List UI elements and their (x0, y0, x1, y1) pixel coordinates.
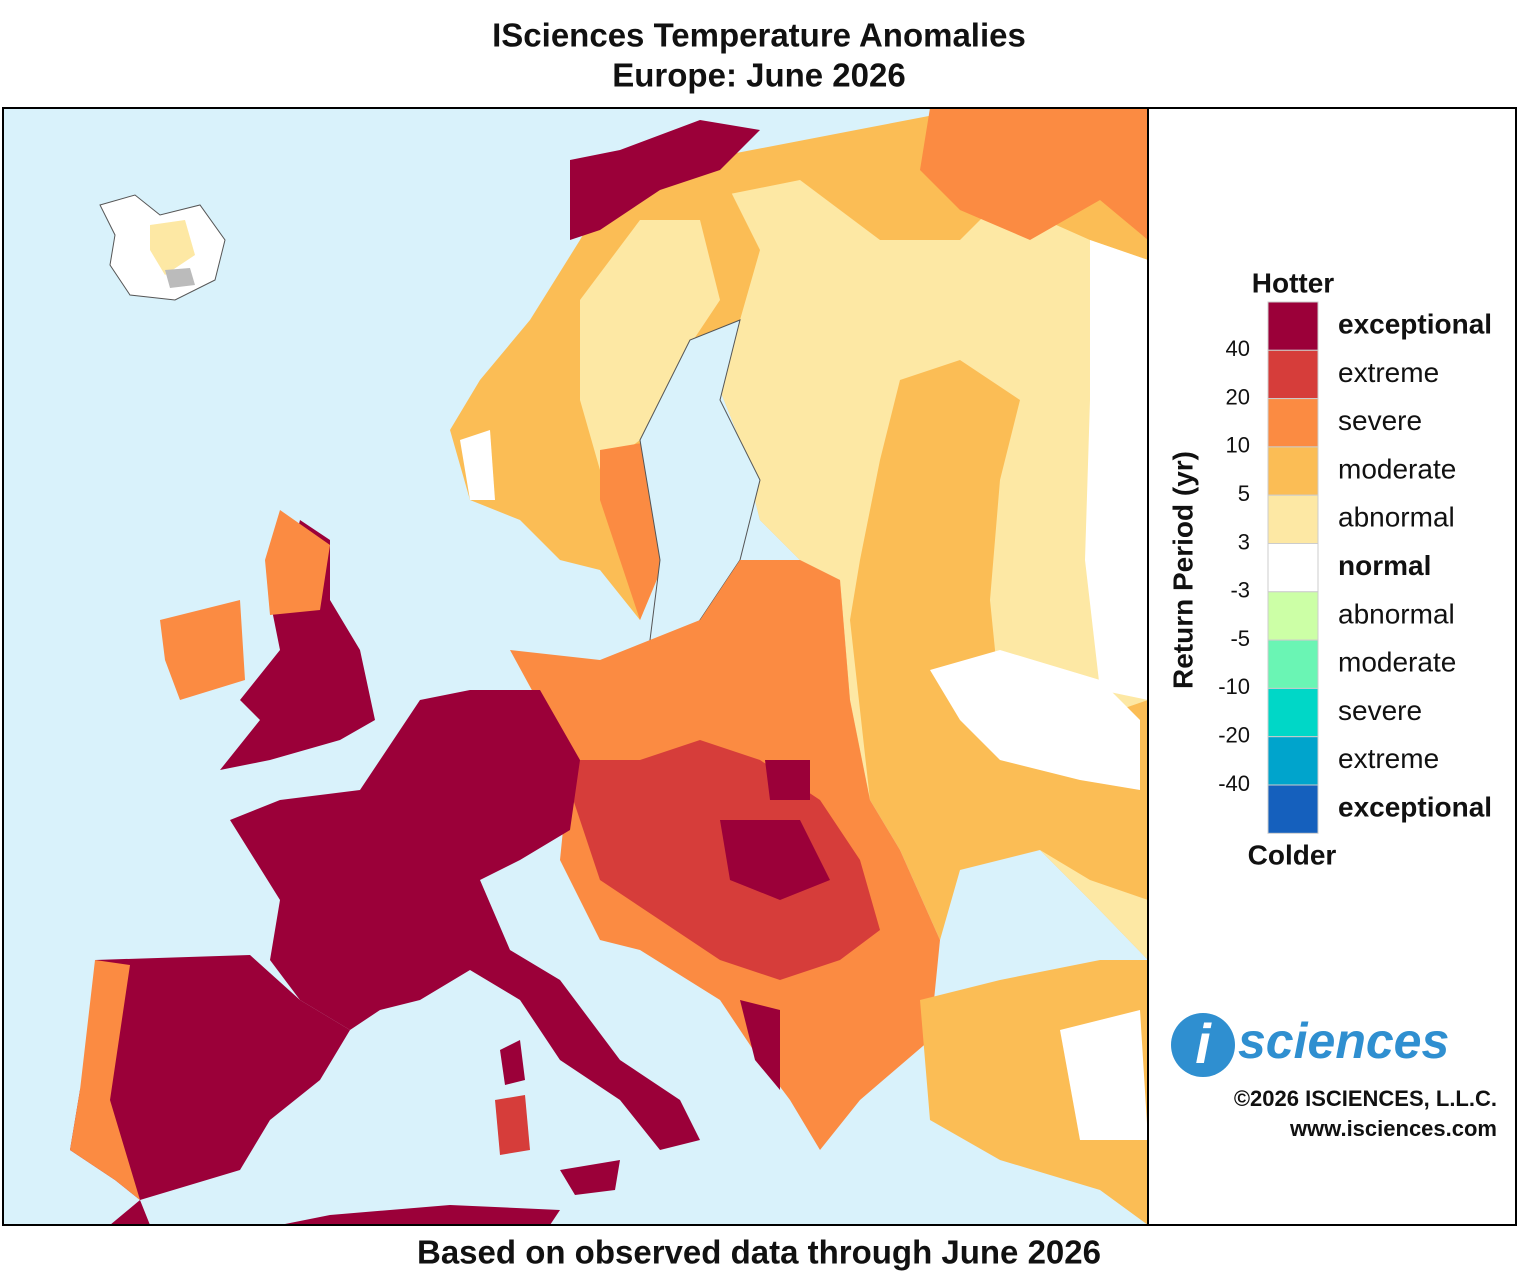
legend-label: moderate (1338, 453, 1456, 484)
exceptional-zone (740, 1000, 780, 1090)
legend-swatch (1267, 687, 1319, 738)
exceptional-zone (720, 820, 830, 900)
legend-swatch (1267, 494, 1319, 545)
legend-label: severe (1338, 405, 1422, 436)
severe-zone (265, 510, 330, 615)
legend-swatch (1267, 398, 1319, 448)
great-britain (220, 520, 375, 770)
legend-swatch (1267, 736, 1319, 786)
legend-tick: 3 (1238, 529, 1250, 554)
footer: Based on observed data through June 2026 (417, 1234, 1101, 1271)
legend-tick: 20 (1226, 384, 1250, 409)
iceland-anomaly (150, 220, 195, 275)
legend-title: Return Period (yr) (1167, 451, 1198, 689)
legend-top-label: Hotter (1252, 267, 1335, 298)
legend-tick: -5 (1230, 626, 1250, 651)
legend-swatch (1267, 591, 1319, 641)
exceptional-zone (570, 120, 760, 240)
copyright: ©2026 ISCIENCES, L.L.C. (1234, 1086, 1497, 1111)
normal-zone (1085, 240, 1148, 700)
legend-label: severe (1338, 695, 1422, 726)
legend-swatch (1267, 446, 1319, 496)
legend: Hotter Colder Return Period (yr) excepti… (1167, 267, 1492, 870)
normal-zone (930, 650, 1140, 790)
abnormal-zone (580, 220, 720, 470)
legend-tick: -3 (1230, 578, 1250, 603)
legend-swatch (1267, 784, 1319, 834)
sicily (560, 1160, 620, 1195)
north-africa (110, 1200, 150, 1225)
iberia (70, 955, 350, 1200)
legend-label: exceptional (1338, 309, 1492, 340)
legend-swatch (1267, 301, 1319, 351)
normal-zone (1060, 1010, 1148, 1140)
legend-swatch (1267, 543, 1319, 593)
legend-tick: -10 (1218, 674, 1250, 699)
western-europe (230, 690, 700, 1150)
legend-tick: -40 (1218, 771, 1250, 796)
ireland (160, 600, 245, 700)
subtitle: Europe: June 2026 (612, 57, 905, 94)
legend-label: extreme (1338, 743, 1439, 774)
legend-label: normal (1338, 550, 1431, 581)
map (2, 107, 1149, 1226)
corsica (500, 1040, 525, 1085)
url: www.isciences.com (1289, 1116, 1497, 1141)
legend-frame (1147, 107, 1517, 1226)
legend-tick: -20 (1218, 723, 1250, 748)
legend-swatch (1267, 349, 1319, 400)
logo-letter: i (1195, 1012, 1212, 1075)
sardinia (495, 1095, 530, 1155)
severe-zone (920, 108, 1148, 240)
exceptional-zone (765, 760, 810, 800)
normal-zone (460, 430, 495, 500)
logo-text: sciences (1238, 1013, 1449, 1069)
north-africa (280, 1205, 560, 1225)
legend-label: abnormal (1338, 502, 1455, 533)
logo: i sciences ©2026 ISCIENCES, L.L.C. www.i… (1171, 1012, 1497, 1141)
logo-circle (1171, 1013, 1235, 1077)
glacier (165, 268, 195, 288)
legend-swatch (1267, 639, 1319, 689)
legend-bottom-label: Colder (1248, 839, 1337, 870)
abnormal-zone (700, 180, 1148, 960)
legend-label: moderate (1338, 647, 1456, 678)
legend-label: abnormal (1338, 598, 1455, 629)
legend-tick: 5 (1238, 481, 1250, 506)
legend-label: exceptional (1338, 792, 1492, 823)
title: ISciences Temperature Anomalies (492, 17, 1026, 54)
legend-label: extreme (1338, 357, 1439, 388)
severe-zone (70, 960, 140, 1200)
legend-tick: 40 (1226, 336, 1250, 361)
legend-tick: 10 (1226, 433, 1250, 458)
